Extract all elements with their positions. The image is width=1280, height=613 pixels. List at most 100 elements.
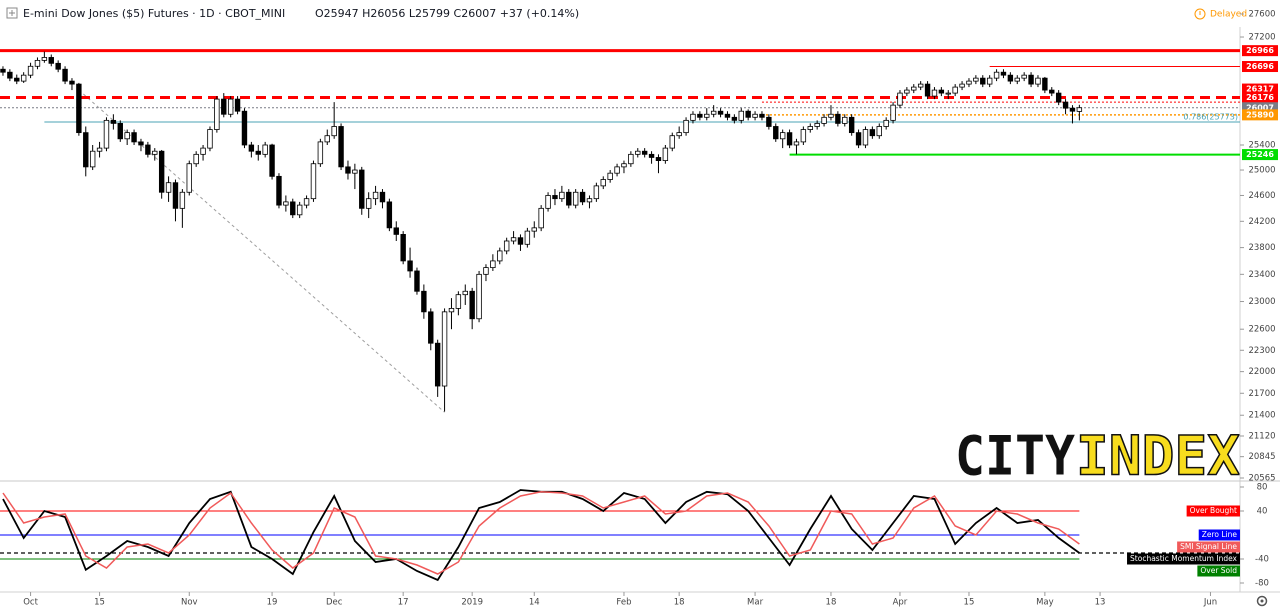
delayed-status: Delayed [1210, 10, 1247, 20]
candle-body [911, 86, 917, 91]
candle-body [386, 201, 393, 229]
candle-body [862, 129, 869, 146]
candle-body [110, 119, 117, 124]
candle-body [296, 204, 303, 216]
candle-body [959, 83, 965, 88]
y-tick-label: 23000 [1248, 297, 1275, 307]
candle-body [372, 191, 379, 200]
candle-body [1007, 74, 1014, 82]
price-axis-label: 26696 [1246, 62, 1274, 71]
candle-body [393, 227, 399, 235]
candle-body [759, 113, 765, 118]
x-tick-label: 15 [964, 598, 975, 608]
y-tick-label: 27200 [1248, 33, 1275, 43]
candle-body [34, 59, 41, 67]
candle-body [27, 65, 34, 76]
y-tick-label: 20845 [1248, 452, 1275, 462]
x-tick-label: Feb [616, 598, 631, 608]
candle-body [538, 207, 544, 229]
price-axis-label: 25890 [1246, 110, 1274, 119]
candle-body [0, 68, 6, 73]
candle-body [234, 98, 241, 112]
candle-body [469, 290, 475, 320]
candle-body [821, 116, 827, 124]
candle-body [455, 294, 462, 309]
candle-body [1021, 74, 1027, 79]
settings-gear[interactable] [1256, 595, 1268, 607]
candle-body [566, 191, 572, 206]
ohlc-readout: O25947 H26056 L25799 C26007 +37 (+0.14%) [315, 7, 579, 20]
candle-body [359, 169, 365, 209]
candle-body [545, 195, 551, 209]
candle-body [400, 234, 406, 262]
candle-body [745, 110, 751, 118]
candle-body [966, 80, 972, 85]
x-tick-label: Dec [326, 598, 343, 608]
candle-body [1035, 77, 1041, 85]
candle-body [428, 311, 434, 344]
candle-body [186, 163, 192, 193]
candle-body [414, 270, 420, 292]
candle-body [1000, 71, 1007, 76]
candle-body [697, 113, 703, 118]
x-tick-label: 14 [529, 598, 540, 608]
candle-body [276, 175, 282, 206]
candle-body [193, 153, 199, 165]
candle-body [207, 129, 213, 149]
settings-icon[interactable] [1256, 595, 1268, 607]
osc-tick-label: 40 [1257, 507, 1268, 517]
osc-axis-label-bg [1197, 565, 1240, 577]
candle-body [614, 166, 620, 174]
candle-body [579, 191, 586, 203]
candle-body [227, 98, 234, 115]
candle-body [69, 80, 75, 85]
candle-body [172, 182, 179, 209]
candle-body [241, 110, 248, 146]
candle-body [731, 116, 738, 121]
candle-body [848, 116, 855, 134]
candle-body [124, 132, 130, 140]
candle-body [766, 116, 772, 127]
settings-gear-hub [1260, 599, 1264, 603]
candle-body [552, 195, 558, 200]
candle-body [779, 132, 786, 140]
candle-body [593, 185, 600, 200]
y-tick-label: 27600 [1248, 10, 1275, 20]
candle-body [704, 113, 710, 118]
candle-body [717, 110, 724, 115]
candle-body [41, 57, 48, 61]
y-tick-label: 25400 [1248, 140, 1275, 150]
osc-axis-label: Stochastic Momentum Index [1130, 554, 1238, 563]
candle-body [497, 250, 503, 262]
candle-body [1028, 74, 1034, 85]
symbol-title[interactable]: E-mini Dow Jones ($5) Futures · 1D · CBO… [23, 7, 285, 20]
candle-body [503, 240, 510, 252]
candle-body [738, 110, 744, 121]
candle-body [62, 68, 68, 82]
osc-axis-label: Over Bought [1190, 506, 1237, 515]
candle-body [407, 260, 413, 272]
price-axis-label: 26317 [1246, 85, 1274, 94]
candle-body [303, 198, 310, 206]
price-axis-label-bg [1242, 45, 1278, 57]
collapse-icon[interactable] [6, 7, 18, 19]
candle-body [628, 153, 634, 165]
candle-body [586, 198, 593, 203]
candle-body [1042, 77, 1048, 91]
candle-body [607, 172, 613, 180]
candle-body [945, 92, 951, 95]
candle-body [310, 163, 317, 200]
y-tick-label: 22000 [1248, 367, 1275, 377]
candle-body [89, 150, 96, 168]
candle-body [676, 132, 682, 137]
candle-body [655, 157, 662, 161]
candle-body [980, 77, 986, 85]
x-tick-label: Mar [747, 598, 764, 608]
candle-body [262, 144, 268, 155]
x-tick-label: 19 [267, 598, 278, 608]
x-tick-label: Jun [1203, 598, 1217, 608]
candle-body [1049, 89, 1055, 94]
candle-body [641, 150, 648, 155]
candle-body [441, 311, 448, 387]
candle-body [814, 123, 820, 127]
